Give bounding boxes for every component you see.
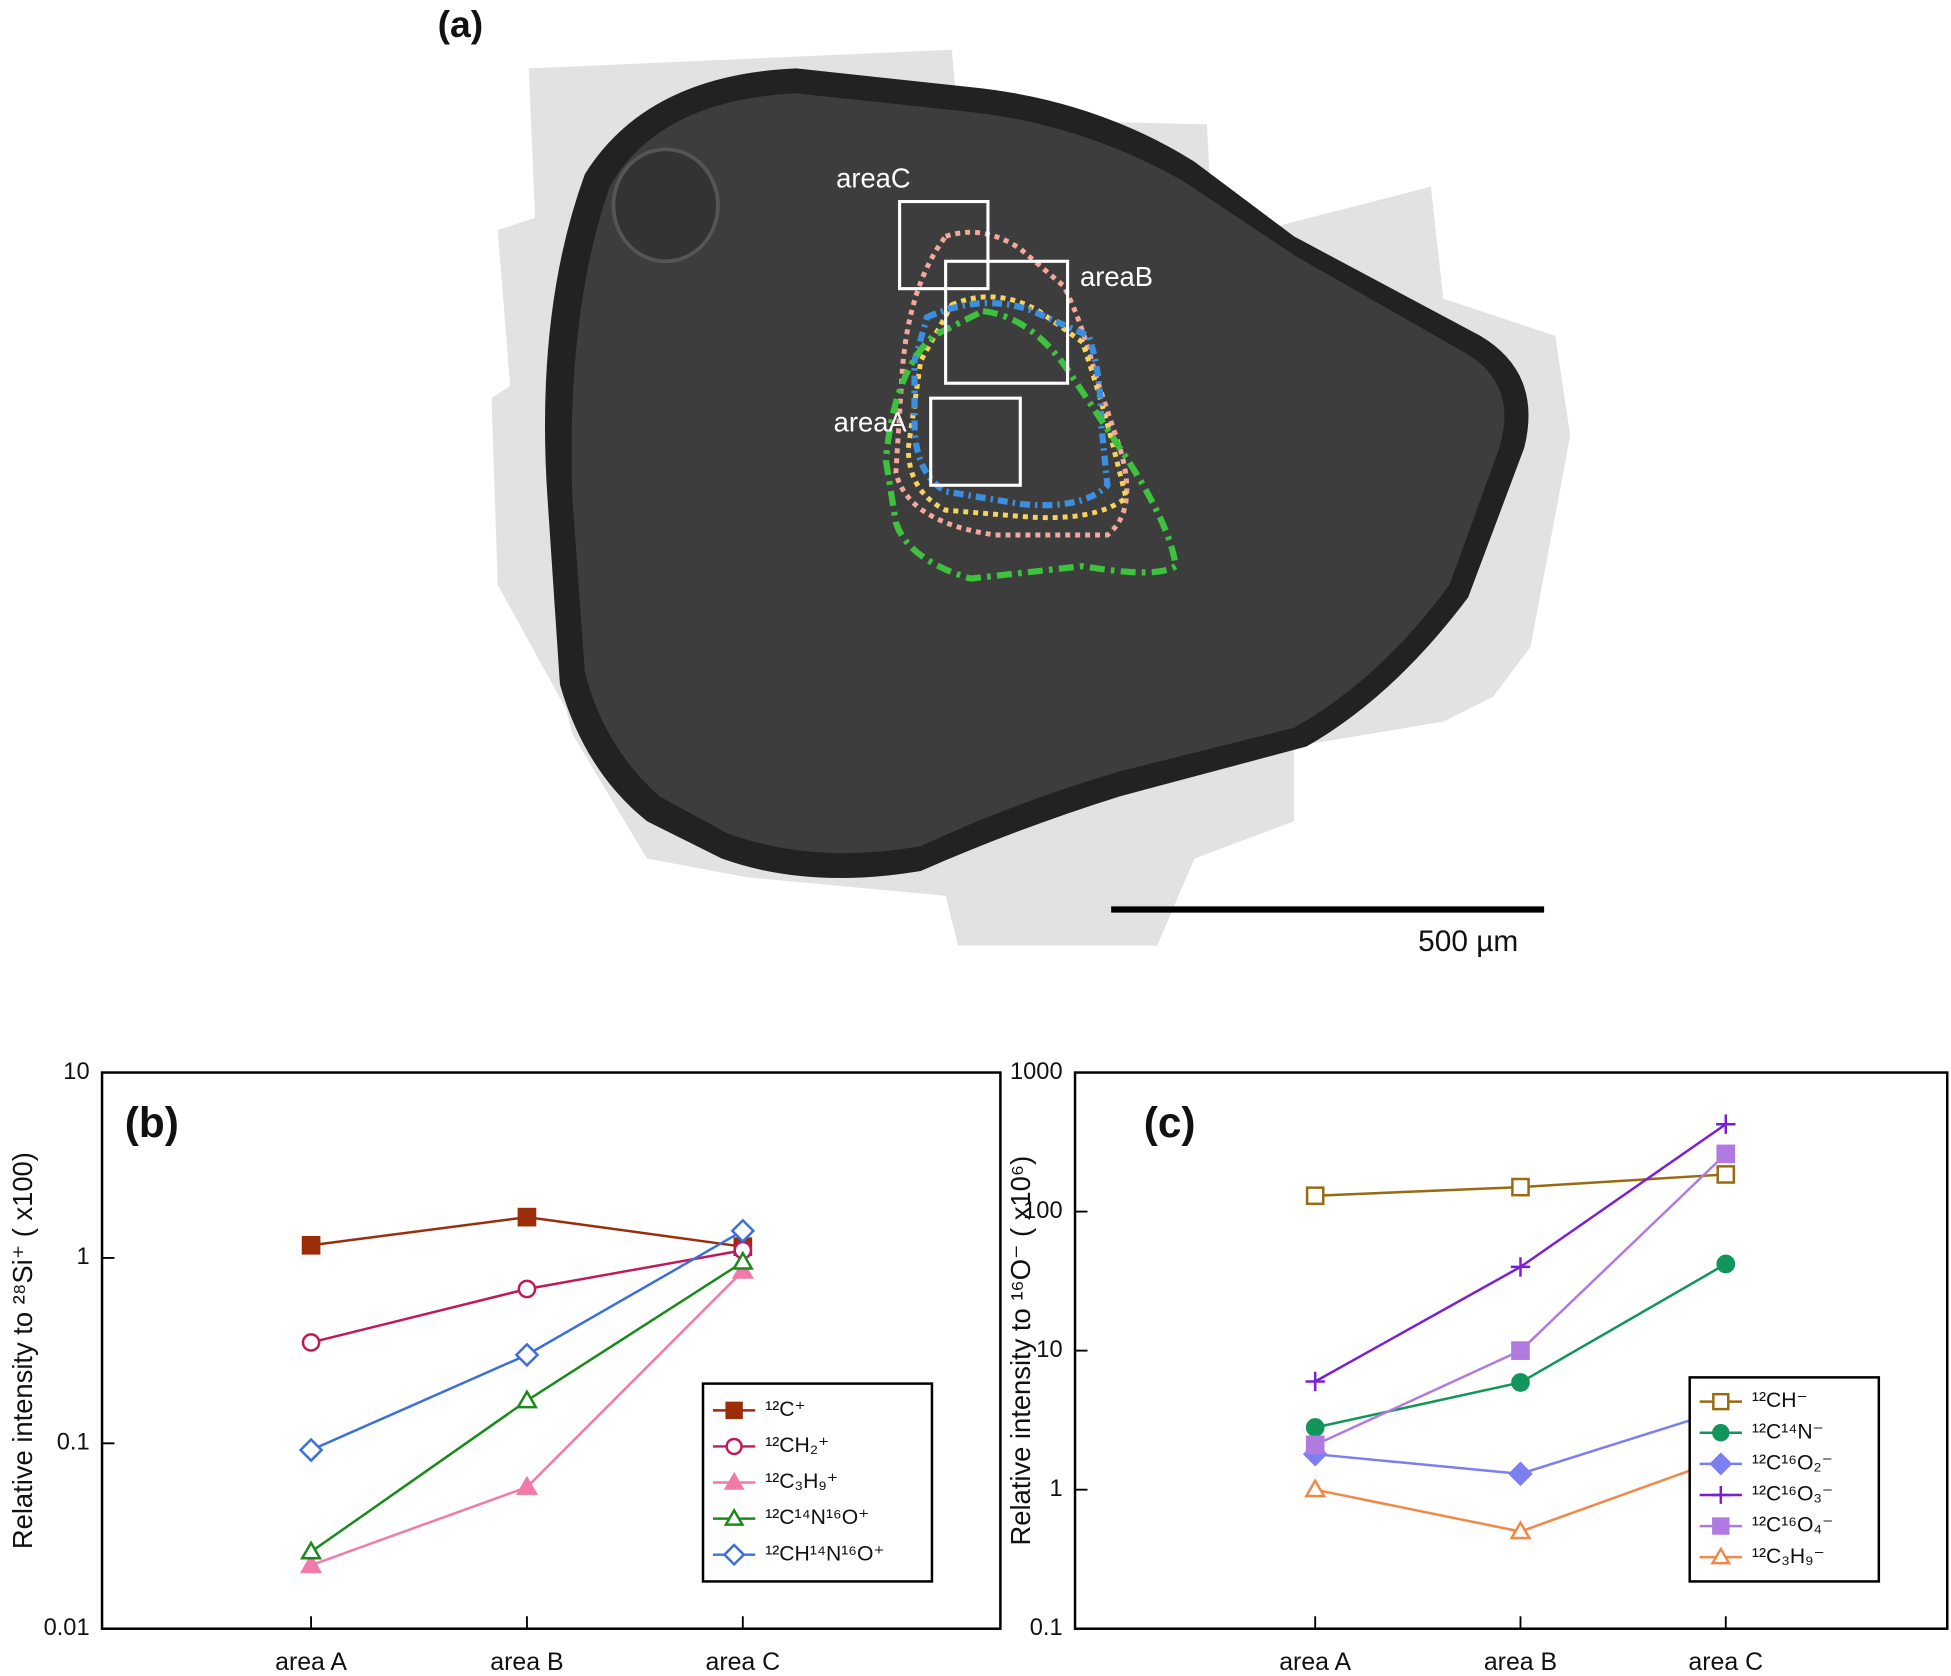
marker xyxy=(1716,1144,1736,1164)
marker xyxy=(1305,1371,1325,1392)
plot-frame xyxy=(100,1071,1002,1630)
legend-label: ¹²C¹⁴N¹⁶O⁺ xyxy=(765,1506,869,1529)
plot-frame xyxy=(1073,1071,1949,1630)
marker xyxy=(1511,1373,1530,1392)
area-box xyxy=(944,259,1070,385)
marker xyxy=(1716,1114,1736,1134)
legend-marker xyxy=(723,1471,745,1490)
marker xyxy=(1509,1520,1532,1540)
grain xyxy=(571,93,1505,854)
legend-label: ¹²C₃H₉⁺ xyxy=(765,1470,838,1493)
marker xyxy=(1305,1418,1325,1437)
legend-marker xyxy=(1712,1517,1730,1535)
marker xyxy=(514,1342,540,1368)
x-tick-label: area C xyxy=(705,1648,780,1676)
area-label: areaC xyxy=(836,163,911,194)
legend-label: ¹²CH⁻ xyxy=(1752,1389,1808,1412)
y-tick-label: 0.01 xyxy=(44,1615,90,1641)
marker xyxy=(300,1540,323,1560)
legend-label: ¹²C¹⁶O₂⁻ xyxy=(1752,1451,1833,1474)
x-tick-label: area B xyxy=(490,1648,563,1676)
y-tick-label: 10 xyxy=(1036,1337,1062,1363)
x-tick-label: area A xyxy=(275,1648,347,1676)
marker xyxy=(1510,1257,1531,1277)
legend-label: ¹²C⁺ xyxy=(765,1398,806,1421)
legend-label: ¹²CH₂⁺ xyxy=(765,1434,829,1457)
marker xyxy=(731,1259,754,1279)
marker xyxy=(298,1437,324,1463)
y-tick-label: 100 xyxy=(1023,1198,1062,1224)
marker xyxy=(1511,1341,1530,1360)
marker xyxy=(1305,1435,1325,1455)
inclusion xyxy=(611,147,720,264)
legend-marker xyxy=(725,1437,743,1456)
area-label: areaB xyxy=(1080,261,1153,292)
y-tick-label: 0.1 xyxy=(1030,1615,1063,1641)
area-label: areaA xyxy=(834,407,908,438)
marker xyxy=(517,1207,537,1227)
y-axis-title: Relative intensity to ²⁸Si⁺ ( x100) xyxy=(7,1152,38,1549)
marker xyxy=(1508,1461,1533,1487)
marker xyxy=(1305,1186,1325,1206)
legend-marker xyxy=(722,1543,746,1567)
marker xyxy=(731,1250,754,1270)
legend-label: ¹²C¹⁶O₃⁻ xyxy=(1752,1483,1833,1506)
legend-marker xyxy=(1712,1392,1730,1411)
legend-label: ¹²C¹⁶O₄⁻ xyxy=(1752,1514,1833,1537)
legend-marker xyxy=(1712,1424,1730,1442)
x-tick-label: area C xyxy=(1688,1648,1763,1676)
x-tick-label: area B xyxy=(1484,1648,1557,1676)
panel-label: (c) xyxy=(1144,1099,1196,1146)
marker xyxy=(301,1235,321,1255)
sem-image xyxy=(491,49,1571,946)
marker xyxy=(1716,1165,1736,1184)
marker xyxy=(301,1333,321,1352)
y-tick-label: 1 xyxy=(1049,1476,1062,1502)
marker xyxy=(300,1553,323,1573)
x-tick-label: area A xyxy=(1279,1648,1351,1676)
contour xyxy=(911,299,1111,509)
contour xyxy=(905,294,1129,521)
marker xyxy=(515,1475,539,1495)
y-tick-label: 1000 xyxy=(1010,1059,1063,1085)
marker xyxy=(1304,1478,1327,1498)
panel-label: (b) xyxy=(125,1099,179,1146)
legend-label: ¹²CH¹⁴N¹⁶O⁺ xyxy=(765,1542,884,1565)
legend-marker xyxy=(1710,1546,1732,1565)
panel-label: (a) xyxy=(438,3,484,45)
y-tick-label: 0.1 xyxy=(57,1430,90,1456)
marker xyxy=(730,1218,756,1244)
legend-label: ¹²C₃H₉⁻ xyxy=(1752,1545,1825,1568)
legend-marker xyxy=(1709,1452,1733,1476)
marker xyxy=(1511,1177,1530,1197)
y-tick-label: 10 xyxy=(63,1059,89,1085)
area-box xyxy=(929,396,1022,487)
contour xyxy=(893,229,1130,538)
y-tick-label: 1 xyxy=(76,1244,89,1270)
marker xyxy=(515,1389,539,1409)
series-line xyxy=(310,1270,744,1567)
scale-bar-label: 500 µm xyxy=(1418,925,1518,958)
legend-label: ¹²C¹⁴N⁻ xyxy=(1752,1420,1824,1443)
marker xyxy=(1716,1254,1736,1274)
legend-marker xyxy=(723,1507,745,1526)
legend-marker xyxy=(1711,1486,1730,1504)
area-box xyxy=(898,200,990,291)
marker xyxy=(517,1279,537,1299)
y-axis-title: Relative intensity to ¹⁶O⁻ ( x10⁶) xyxy=(1005,1156,1036,1546)
series-line xyxy=(310,1229,744,1452)
legend-marker xyxy=(725,1401,743,1420)
